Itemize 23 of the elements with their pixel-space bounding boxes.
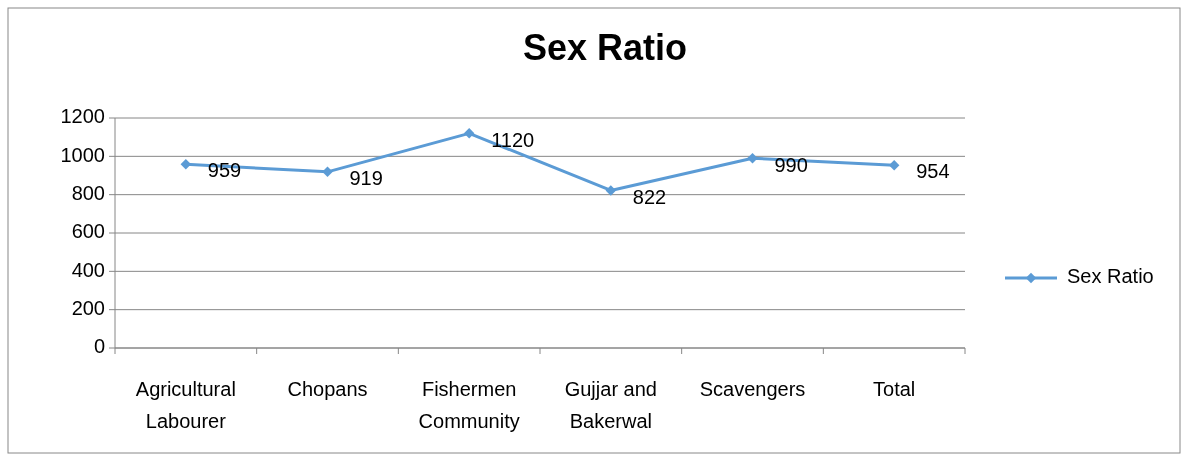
point [747, 153, 758, 164]
y-tick-label: 400 [71, 258, 105, 281]
y-tick-label: 800 [71, 181, 105, 204]
x-tick-label: Scavengers [699, 378, 806, 400]
x-tick-label: Chopans [287, 378, 368, 400]
x-tick-label: Total [873, 378, 916, 400]
chart-title: Sex Ratio [522, 27, 688, 68]
point [463, 128, 475, 139]
point [322, 166, 333, 178]
legend-label: Sex Ratio [1067, 265, 1154, 288]
point [605, 185, 617, 196]
data-label: 822 [632, 185, 667, 208]
data-label: 919 [349, 167, 383, 190]
y-tick-label: 200 [71, 296, 105, 319]
x-tick-label: Gujjar and Bakerwal [564, 378, 657, 432]
y-tick-label: 600 [71, 220, 105, 243]
y-tick-label: 0 [93, 335, 105, 358]
data-label: 954 [916, 160, 950, 183]
y-tick-label: 1000 [60, 143, 105, 166]
data-label: 1120 [491, 128, 535, 151]
y-tick-label: 1200 [60, 105, 105, 128]
x-tick-label: Agricultural Labourer [135, 378, 236, 432]
x-tick-label: Fishermen Community [418, 378, 520, 432]
